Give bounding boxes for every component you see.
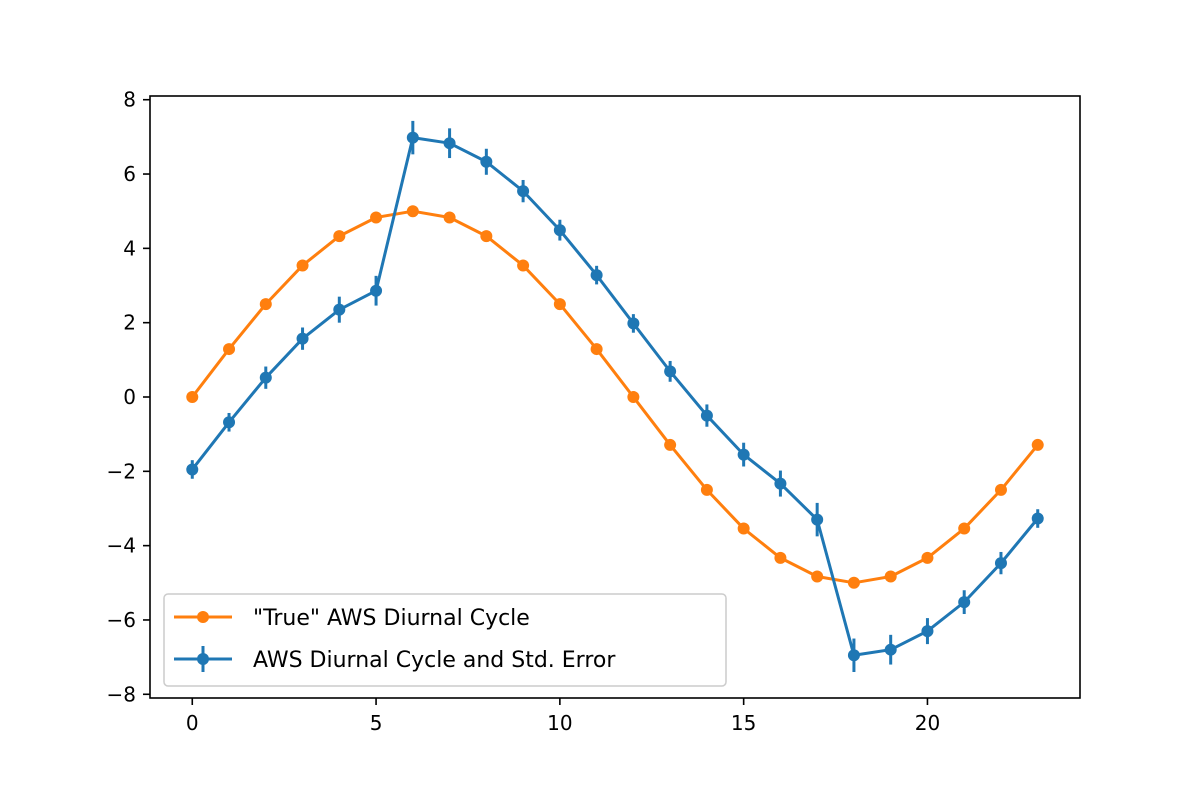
data-point [296,332,309,345]
data-point [994,557,1007,570]
data-point [333,230,346,243]
series-0 [186,205,1044,589]
data-point [774,551,787,564]
y-tick-label: −2 [107,459,136,483]
data-point [921,551,934,564]
data-point [517,185,530,198]
data-point [186,391,199,403]
data-point [664,365,677,378]
data-point [553,298,566,311]
y-tick-label: 0 [123,385,136,409]
data-point [811,513,824,526]
data-point [664,438,677,451]
x-tick-label: 15 [731,711,756,735]
data-point [1031,512,1044,525]
y-tick-label: 2 [123,311,136,335]
data-point [1031,438,1044,451]
data-point [223,343,236,356]
x-tick-label: 10 [547,711,572,735]
data-point [847,576,860,589]
data-point [994,483,1007,496]
data-point [186,463,199,476]
legend-label: "True" AWS Diurnal Cycle [253,606,530,631]
data-point [517,259,530,272]
data-point [884,570,897,583]
data-point [737,448,750,461]
data-point [590,343,603,356]
x-tick-label: 20 [915,711,940,735]
data-point [443,211,456,224]
x-tick-label: 0 [186,711,199,735]
data-point [737,522,750,535]
legend-marker [197,611,209,623]
data-point [370,284,383,297]
y-tick-label: 8 [123,88,136,112]
data-point [958,596,971,609]
data-point [406,205,419,218]
y-tick-label: −4 [107,534,136,558]
y-tick-label: −6 [107,608,136,632]
data-point [296,259,309,272]
y-tick-label: 4 [123,236,136,260]
data-point [921,625,934,638]
data-point [811,570,824,583]
legend-marker [197,653,209,665]
data-point [480,155,493,168]
data-point [590,269,603,282]
axes: 0 5 10 15 20 −8 −6 −4 −2 0 2 4 6 8 [107,88,1081,735]
data-point [700,409,713,422]
data-point [223,416,236,429]
plot-area [186,120,1044,672]
x-tick-label: 5 [370,711,383,735]
data-point [553,224,566,237]
legend-label: AWS Diurnal Cycle and Std. Error [253,648,616,673]
data-point [627,317,640,330]
data-point [847,649,860,662]
data-point [406,131,419,144]
data-point [480,230,493,243]
legend: "True" AWS Diurnal Cycle AWS Diurnal Cycl… [163,593,727,687]
legend-box [163,593,727,687]
data-point [333,303,346,316]
y-tick-label: 6 [123,162,136,186]
data-point [774,477,787,490]
series-line [191,136,1039,657]
series-line [191,209,1039,585]
data-point [958,522,971,535]
data-point [370,211,383,224]
data-point [627,391,640,403]
y-tick-label: −8 [107,682,136,706]
data-point [884,643,897,656]
data-point [443,137,456,150]
data-point [700,483,713,496]
series-1 [186,120,1044,672]
data-point [259,298,272,311]
data-point [259,371,272,384]
